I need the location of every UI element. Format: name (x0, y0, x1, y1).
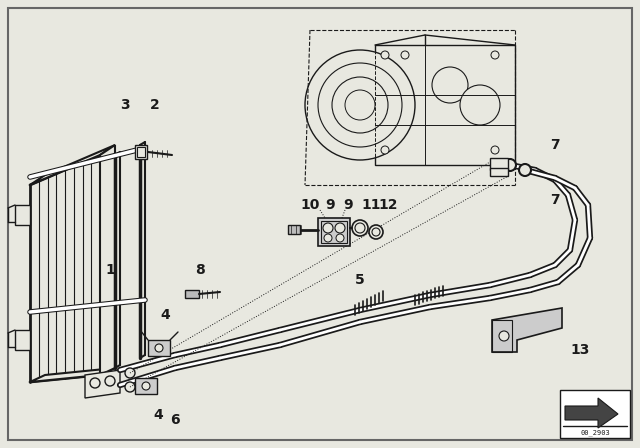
Text: 4: 4 (153, 408, 163, 422)
Bar (560, 390, 630, 438)
Circle shape (352, 220, 368, 236)
Bar (492, 320, 512, 352)
Polygon shape (492, 308, 562, 352)
Text: 5: 5 (355, 273, 365, 287)
Circle shape (125, 368, 135, 378)
Text: 2: 2 (150, 98, 160, 112)
Text: 12: 12 (378, 198, 397, 212)
Bar (321, 221, 347, 243)
Bar (185, 290, 199, 298)
Circle shape (519, 164, 531, 176)
Polygon shape (30, 368, 115, 382)
Bar (135, 378, 157, 394)
Text: 10: 10 (300, 198, 320, 212)
Bar (318, 218, 350, 246)
Circle shape (372, 228, 380, 236)
Polygon shape (15, 330, 30, 350)
Polygon shape (15, 205, 30, 225)
Circle shape (491, 146, 499, 154)
Circle shape (499, 331, 509, 341)
Text: 9: 9 (325, 198, 335, 212)
Polygon shape (85, 370, 120, 398)
Text: 4: 4 (160, 308, 170, 322)
Circle shape (381, 146, 389, 154)
Circle shape (332, 77, 388, 133)
Text: 1: 1 (105, 263, 115, 277)
Text: 6: 6 (170, 413, 180, 427)
Circle shape (305, 50, 415, 160)
Circle shape (142, 382, 150, 390)
Circle shape (318, 63, 402, 147)
Circle shape (460, 85, 500, 125)
Circle shape (90, 378, 100, 388)
Bar (490, 168, 508, 176)
Bar (490, 158, 508, 170)
Text: 7: 7 (550, 138, 560, 152)
Polygon shape (30, 145, 115, 185)
Circle shape (335, 223, 345, 233)
Circle shape (369, 225, 383, 239)
Circle shape (155, 344, 163, 352)
Circle shape (336, 234, 344, 242)
Bar (375, 45, 515, 165)
Text: 3: 3 (120, 98, 130, 112)
Circle shape (345, 90, 375, 120)
Text: 8: 8 (195, 263, 205, 277)
Circle shape (323, 223, 333, 233)
Text: 7: 7 (550, 193, 560, 207)
Bar (137, 147, 145, 157)
Circle shape (105, 376, 115, 386)
Circle shape (125, 382, 135, 392)
Text: 11: 11 (361, 198, 381, 212)
Text: 13: 13 (570, 343, 589, 357)
Circle shape (381, 51, 389, 59)
Circle shape (355, 223, 365, 233)
Polygon shape (565, 398, 618, 428)
Circle shape (491, 51, 499, 59)
Text: 9: 9 (343, 198, 353, 212)
Polygon shape (100, 145, 115, 375)
Circle shape (432, 67, 468, 103)
Circle shape (504, 159, 516, 171)
Bar (148, 340, 170, 356)
Bar (135, 145, 147, 159)
Circle shape (324, 234, 332, 242)
Circle shape (401, 51, 409, 59)
Text: 00_2903: 00_2903 (580, 430, 610, 436)
Bar (288, 225, 300, 234)
